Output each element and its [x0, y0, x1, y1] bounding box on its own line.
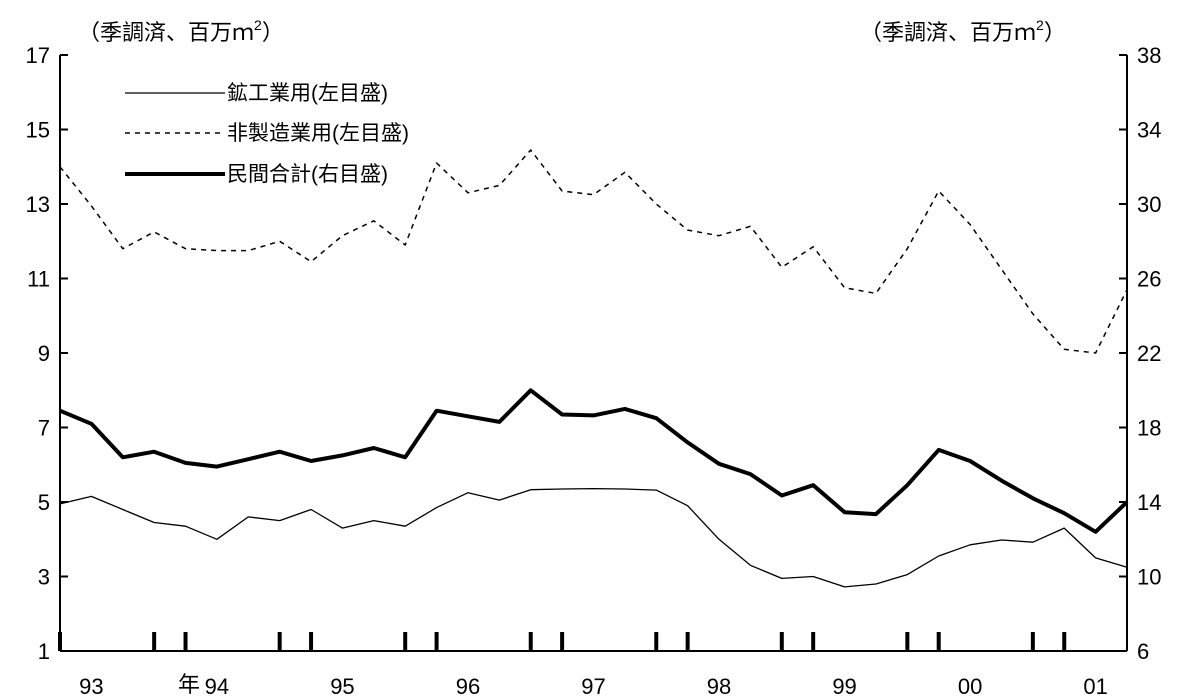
series-mining	[59, 487, 1128, 588]
series-layer	[59, 149, 1129, 588]
x-tick-label: 93	[79, 674, 103, 697]
x-axis-labels: 93 94 95 96 97 98 99 00 01	[79, 674, 1108, 697]
left-axis-unit: （季調済、百万ｍ2）	[78, 17, 284, 45]
left-tick-label: 1	[38, 639, 50, 664]
x-tick-label: 98	[707, 674, 731, 697]
right-tick-label: 34	[1137, 118, 1161, 143]
x-axis-year-label: 年	[178, 672, 200, 697]
right-tick-label: 22	[1137, 341, 1161, 366]
right-tick-label: 18	[1137, 416, 1161, 441]
left-tick-label: 13	[26, 192, 50, 217]
legend-label-nonmfg: 非製造業用(左目盛)	[227, 122, 409, 145]
left-tick-label: 7	[38, 416, 50, 441]
right-tick-label: 26	[1137, 267, 1161, 292]
right-axis-ticks: 6 10 14 18 22 26 30 34 38	[1119, 43, 1161, 664]
left-tick-label: 9	[38, 341, 50, 366]
x-tick-label: 99	[832, 674, 856, 697]
x-tick-label: 96	[456, 674, 480, 697]
left-tick-label: 5	[38, 490, 50, 515]
x-tick-label: 95	[330, 674, 354, 697]
x-tick-label: 01	[1083, 674, 1107, 697]
series-nonmanufacturing	[59, 149, 1128, 354]
right-axis-unit: （季調済、百万ｍ2）	[860, 17, 1066, 45]
right-tick-label: 38	[1137, 43, 1161, 68]
legend-label-private-total: 民間合計(右目盛)	[227, 163, 388, 186]
x-tick-label: 97	[581, 674, 605, 697]
legend: 鉱工業用(左目盛) 非製造業用(左目盛) 民間合計(右目盛)	[125, 82, 409, 186]
series-private-total	[59, 388, 1129, 534]
left-tick-label: 15	[26, 118, 50, 143]
x-tick-label: 00	[958, 674, 982, 697]
right-tick-label: 14	[1137, 490, 1161, 515]
x-tick-label: 94	[205, 674, 229, 697]
right-tick-label: 6	[1137, 639, 1149, 664]
left-tick-label: 17	[26, 43, 50, 68]
left-tick-label: 3	[38, 565, 50, 590]
legend-label-mining: 鉱工業用(左目盛)	[227, 82, 388, 105]
right-tick-label: 30	[1137, 192, 1161, 217]
left-tick-label: 11	[27, 267, 50, 292]
right-tick-label: 10	[1137, 565, 1161, 590]
x-axis-markers	[58, 632, 1067, 651]
